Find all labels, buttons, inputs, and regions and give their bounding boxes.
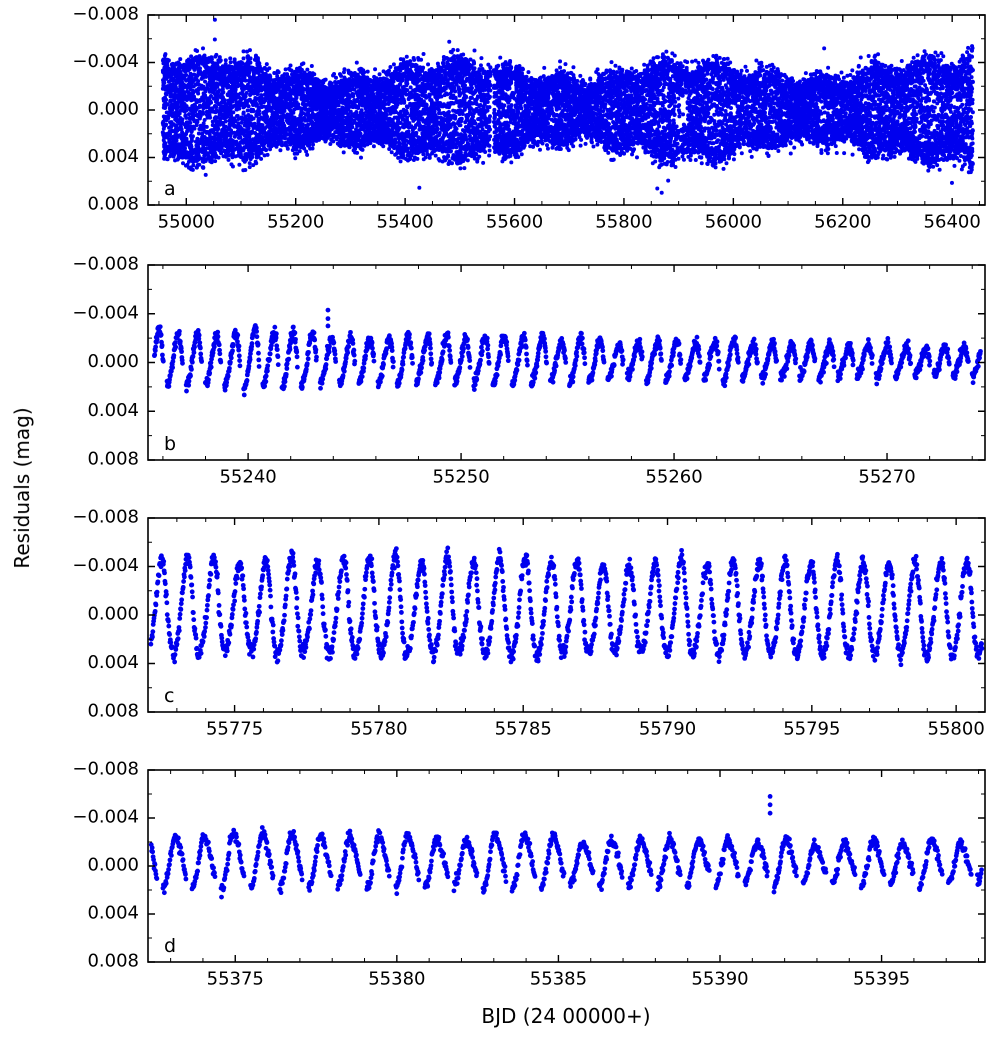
y-axis-label: Residuals (mag) — [10, 407, 34, 569]
x-axis-label: BJD (24 00000+) — [481, 1004, 651, 1028]
